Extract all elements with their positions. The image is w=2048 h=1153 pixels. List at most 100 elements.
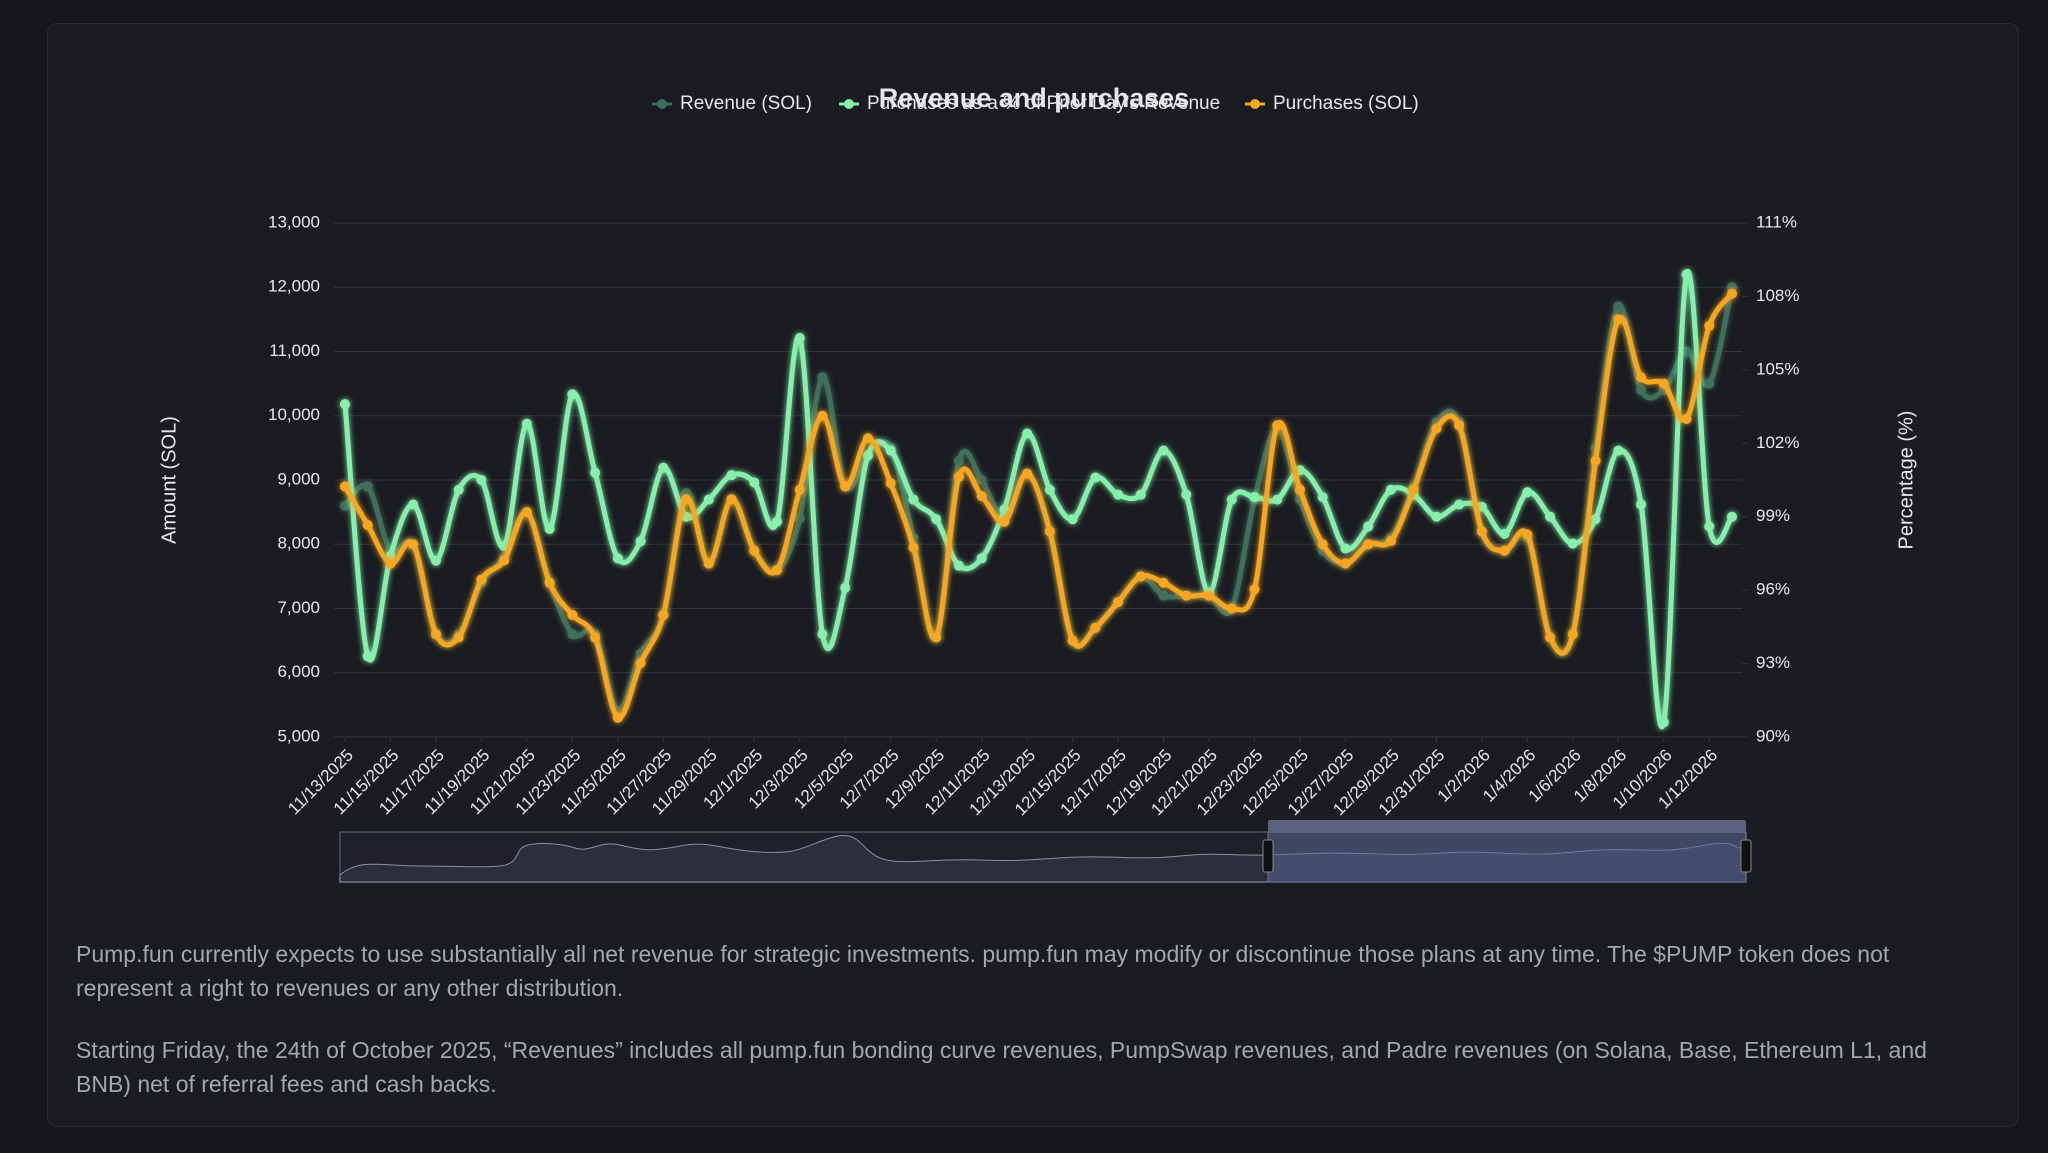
data-point [885,478,896,489]
data-point [1181,489,1192,500]
y2-tick-label: 93% [1756,653,1790,672]
data-point [1158,445,1169,456]
data-point [1113,597,1124,608]
data-point [453,632,464,643]
y-tick-label: 5,000 [277,726,320,745]
data-point [544,523,555,534]
data-point [635,536,646,547]
data-point [1454,420,1465,431]
y2-tick-label: 105% [1756,359,1799,378]
y2-tick-label: 111% [1756,212,1797,231]
legend-label: Revenue (SOL) [680,93,812,114]
data-point [681,494,692,505]
data-point [1363,539,1374,550]
data-point [749,545,760,556]
data-point [1181,590,1192,601]
data-point [1385,536,1396,547]
legend-item[interactable]: Revenue (SOL) [652,93,812,114]
data-point [1249,584,1260,595]
data-point [1636,385,1647,396]
data-point [794,333,805,344]
data-point [1613,314,1624,325]
navigator-handle-right[interactable] [1740,839,1752,873]
series [340,288,1737,723]
data-point [908,542,919,553]
navigator-handle-left[interactable] [1262,839,1274,873]
y2-axis-title: Percentage (%) [1895,411,1917,550]
y-axis-title: Amount (SOL) [158,416,180,544]
data-point [1090,622,1101,633]
footnote: Pump.fun currently expects to use substa… [76,941,1890,1001]
data-point [953,471,964,482]
data-point [1249,492,1260,503]
y-tick-label: 8,000 [277,534,320,553]
data-point [362,519,373,530]
legend-label: Purchases as a % of Prior Day's Revenue [867,93,1220,114]
data-point [1454,499,1465,510]
data-point [1113,489,1124,500]
data-point [1476,526,1487,537]
data-point [1044,526,1055,537]
data-point [1022,428,1033,439]
data-point [1545,632,1556,643]
data-point [476,475,487,485]
data-point [931,632,942,643]
data-point [1681,269,1692,280]
data-point [1317,492,1328,503]
y-tick-label: 10,000 [268,405,320,424]
data-point [567,609,578,620]
data-point [999,504,1010,515]
data-point [1158,590,1169,601]
data-point [1499,545,1510,556]
data-point [1545,511,1556,522]
data-point [1363,521,1374,532]
legend-item[interactable]: Purchases as a % of Prior Day's Revenue [839,93,1220,114]
navigator-selection[interactable] [1267,831,1747,883]
data-point [703,494,714,505]
data-point [1522,529,1533,540]
data-point [953,560,964,571]
legend-label: Purchases (SOL) [1273,93,1419,114]
data-point [1090,472,1101,483]
data-point [1567,629,1578,640]
data-point [1294,484,1305,495]
data-point [772,516,783,527]
data-point [1067,635,1078,646]
data-point [1522,487,1533,498]
data-point [1272,420,1283,431]
chart-panel [47,23,2019,1127]
series [340,268,1737,729]
data-point [976,475,987,485]
navigator-scrollbar[interactable] [1268,820,1746,832]
data-point [1135,489,1146,500]
chart: Amount (SOL) Percentage (%) 5,000 6,000 7,… [158,83,1917,883]
data-point [362,481,373,492]
navigator[interactable] [339,820,1752,883]
y2-tick-label: 99% [1756,506,1790,525]
y2-tick-label: 90% [1756,726,1790,745]
data-point [1431,423,1442,434]
data-point [1317,539,1328,550]
data-point [1022,468,1033,479]
legend-marker [844,99,854,109]
data-point [931,514,942,525]
y-tick-label: 6,000 [277,662,320,681]
data-point [612,712,623,723]
data-point [590,632,601,643]
data-point [1658,717,1669,728]
data-point [1681,346,1692,357]
data-point [1590,514,1601,525]
data-point [908,494,919,505]
data-point [590,467,601,478]
data-point [499,541,510,552]
legend-item[interactable]: Purchases (SOL) [1245,93,1419,114]
data-point [1272,494,1283,505]
data-point [885,445,896,456]
data-point [521,507,532,518]
data-point [1636,499,1647,510]
data-point [953,455,964,466]
data-point [794,513,805,524]
data-point [1636,372,1647,383]
data-point [840,481,851,492]
